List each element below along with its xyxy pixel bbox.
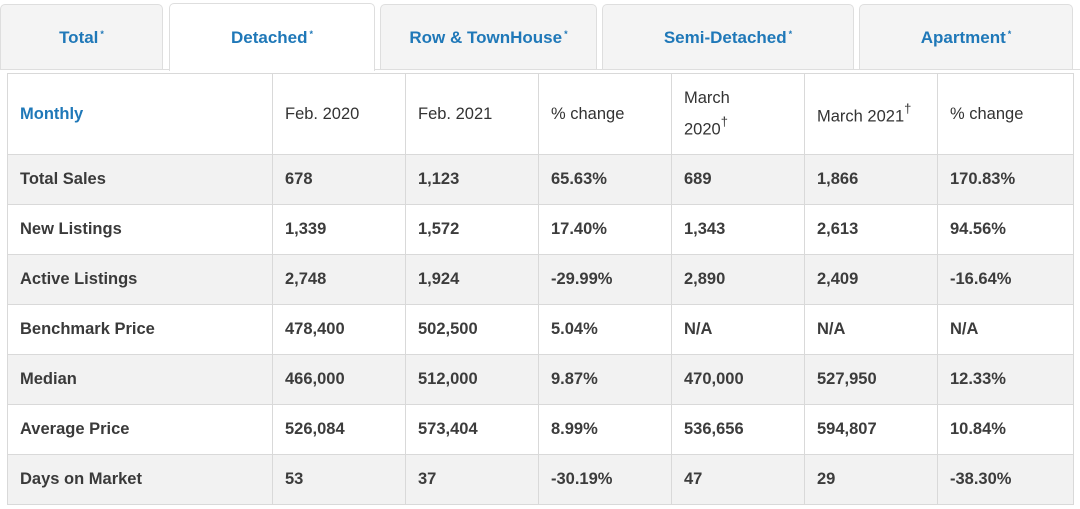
cell-feb-2021: 512,000 (405, 354, 539, 405)
dagger-mark: † (720, 114, 728, 130)
cell-march-2021: 1,866 (804, 154, 938, 205)
cell-feb-2021: 37 (405, 454, 539, 505)
row-label: Total Sales (7, 154, 273, 205)
header-march-2020-line1: March (684, 89, 730, 108)
cell-pct-change-march: -16.64% (937, 254, 1074, 305)
header-march-2021: March 2021† (804, 73, 938, 155)
cell-feb-2020: 526,084 (272, 404, 406, 455)
header-feb-2021: Feb. 2021 (405, 73, 539, 155)
cell-march-2020: 689 (671, 154, 805, 205)
cell-pct-change-march: -38.30% (937, 454, 1074, 505)
tab-semi-detached[interactable]: Semi-Detached * (602, 4, 854, 70)
cell-pct-change-march: 170.83% (937, 154, 1074, 205)
tab-asterisk: * (309, 28, 314, 39)
cell-pct-change-feb: 9.87% (538, 354, 672, 405)
table-row: Active Listings 2,748 1,924 -29.99% 2,89… (7, 254, 1074, 305)
cell-feb-2021: 502,500 (405, 304, 539, 355)
row-label: Active Listings (7, 254, 273, 305)
cell-feb-2020: 1,339 (272, 204, 406, 255)
table-row: Benchmark Price 478,400 502,500 5.04% N/… (7, 304, 1074, 355)
cell-march-2021: 2,409 (804, 254, 938, 305)
header-monthly: Monthly (7, 73, 273, 155)
cell-march-2020: N/A (671, 304, 805, 355)
cell-pct-change-feb: 8.99% (538, 404, 672, 455)
header-feb-2020: Feb. 2020 (272, 73, 406, 155)
cell-pct-change-feb: -30.19% (538, 454, 672, 505)
cell-feb-2021: 1,572 (405, 204, 539, 255)
tab-asterisk: * (564, 28, 568, 39)
tab-apartment[interactable]: Apartment * (859, 4, 1073, 70)
cell-feb-2020: 2,748 (272, 254, 406, 305)
cell-pct-change-march: 94.56% (937, 204, 1074, 255)
table-row: Total Sales 678 1,123 65.63% 689 1,866 1… (7, 154, 1074, 205)
row-label: Average Price (7, 404, 273, 455)
cell-march-2021: N/A (804, 304, 938, 355)
header-march-2021-label: March 2021 (817, 107, 905, 126)
tab-label: Row & TownHouse (409, 27, 563, 47)
cell-march-2020: 536,656 (671, 404, 805, 455)
cell-feb-2021: 1,123 (405, 154, 539, 205)
cell-pct-change-feb: 17.40% (538, 204, 672, 255)
stats-table-container: Monthly Feb. 2020 Feb. 2021 % change Mar… (7, 73, 1074, 505)
tab-bar: Total * Detached * Row & TownHouse * Semi-D… (0, 0, 1080, 71)
tab-label: Total (59, 27, 99, 47)
cell-pct-change-feb: 65.63% (538, 154, 672, 205)
cell-feb-2020: 678 (272, 154, 406, 205)
cell-feb-2021: 1,924 (405, 254, 539, 305)
table-row: Days on Market 53 37 -30.19% 47 29 -38.3… (7, 454, 1074, 505)
cell-march-2021: 594,807 (804, 404, 938, 455)
tab-label: Semi-Detached (663, 27, 787, 47)
tab-row-townhouse[interactable]: Row & TownHouse * (380, 4, 597, 70)
cell-feb-2021: 573,404 (405, 404, 539, 455)
cell-pct-change-march: 12.33% (937, 354, 1074, 405)
header-pct-change-feb: % change (538, 73, 672, 155)
header-march-2020-line2: 2020 (684, 120, 721, 139)
row-label: New Listings (7, 204, 273, 255)
table-row: Median 466,000 512,000 9.87% 470,000 527… (7, 354, 1074, 405)
row-label: Median (7, 354, 273, 405)
tab-asterisk: * (1007, 28, 1012, 39)
cell-march-2021: 29 (804, 454, 938, 505)
cell-march-2021: 527,950 (804, 354, 938, 405)
cell-march-2020: 1,343 (671, 204, 805, 255)
row-label: Benchmark Price (7, 304, 273, 355)
cell-pct-change-feb: 5.04% (538, 304, 672, 355)
dagger-mark: † (904, 101, 912, 117)
tab-divider (0, 69, 1080, 70)
table-row: Average Price 526,084 573,404 8.99% 536,… (7, 404, 1074, 455)
cell-march-2020: 2,890 (671, 254, 805, 305)
cell-feb-2020: 478,400 (272, 304, 406, 355)
cell-pct-change-feb: -29.99% (538, 254, 672, 305)
tab-total[interactable]: Total * (0, 4, 163, 70)
tab-label: Apartment (920, 27, 1006, 47)
cell-pct-change-march: N/A (937, 304, 1074, 355)
row-label: Days on Market (7, 454, 273, 505)
stats-table: Monthly Feb. 2020 Feb. 2021 % change Mar… (7, 73, 1074, 505)
cell-march-2020: 47 (671, 454, 805, 505)
cell-march-2020: 470,000 (671, 354, 805, 405)
tab-asterisk: * (100, 28, 104, 39)
cell-pct-change-march: 10.84% (937, 404, 1074, 455)
tab-label: Detached (230, 27, 308, 47)
header-pct-change-march: % change (937, 73, 1074, 155)
tab-asterisk: * (788, 28, 793, 39)
table-row: New Listings 1,339 1,572 17.40% 1,343 2,… (7, 204, 1074, 255)
header-row: Monthly Feb. 2020 Feb. 2021 % change Mar… (7, 73, 1074, 155)
cell-feb-2020: 53 (272, 454, 406, 505)
header-march-2020: March 2020† (671, 73, 805, 155)
tab-detached[interactable]: Detached * (169, 3, 375, 71)
cell-feb-2020: 466,000 (272, 354, 406, 405)
cell-march-2021: 2,613 (804, 204, 938, 255)
